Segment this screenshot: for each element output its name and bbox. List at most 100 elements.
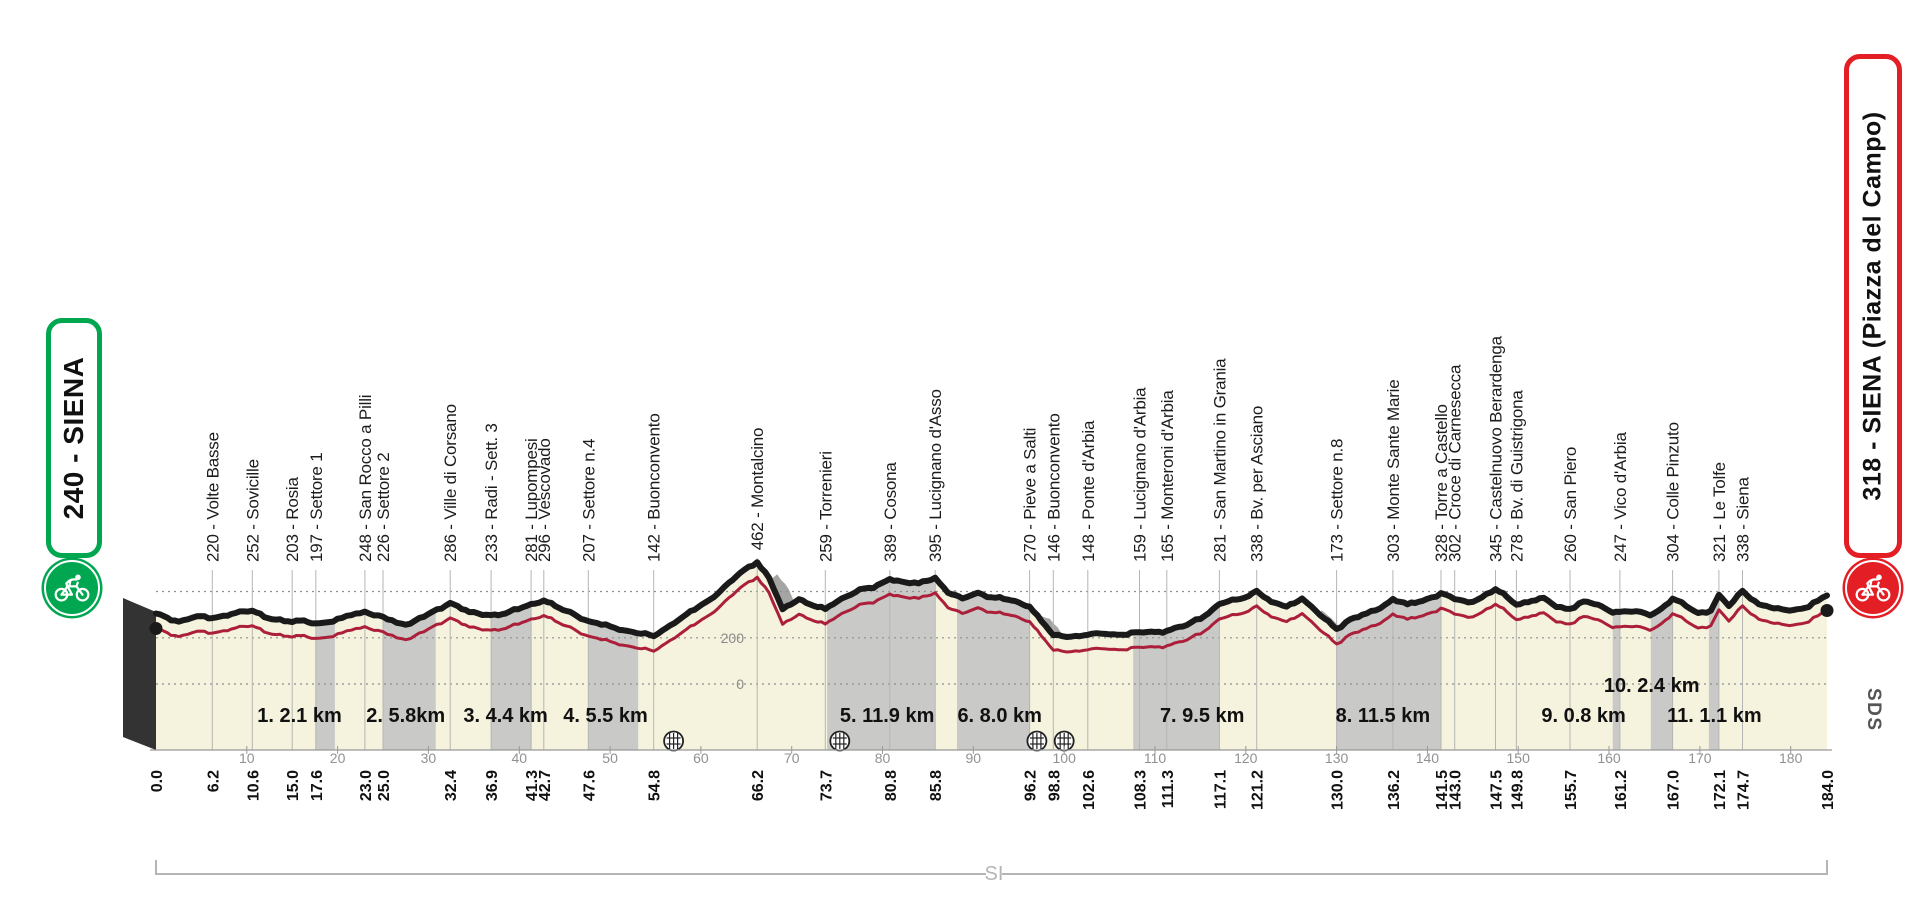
footer: SI SDS xyxy=(155,688,1884,885)
finish-dot xyxy=(1820,604,1834,617)
km-label: 98.8 xyxy=(1046,770,1063,801)
sector-band xyxy=(1708,562,1719,750)
waypoint-label: 165 - Monteroni d'Arbia xyxy=(1158,390,1177,562)
start-cyclist-badge xyxy=(44,560,100,616)
sector-label: 3. 4.4 km xyxy=(463,705,548,727)
axis-tick-label: 30 xyxy=(421,750,437,766)
course-bracket xyxy=(155,860,1828,875)
km-label: 32.4 xyxy=(443,770,460,801)
km-label: 167.0 xyxy=(1666,770,1683,810)
waypoint-label: 303 - Monte Sante Marie xyxy=(1384,380,1403,563)
waypoint-label: 389 - Cosona xyxy=(881,462,900,562)
axis-tick-label: 80 xyxy=(875,750,891,766)
waypoint-label: 278 - Bv. di Guistrigona xyxy=(1507,390,1526,562)
km-label: 155.7 xyxy=(1563,770,1580,810)
sector-label: 9. 0.8 km xyxy=(1541,705,1626,727)
waypoint-label: 247 - Vico d'Arbia xyxy=(1611,432,1630,562)
km-label: 161.2 xyxy=(1613,770,1630,810)
axis-tick-label: 150 xyxy=(1507,750,1531,766)
km-label: 96.2 xyxy=(1023,770,1040,801)
waypoint-label: 462 - Montalcino xyxy=(748,428,767,550)
axis-tick-label: 70 xyxy=(784,750,800,766)
sector-label: 1. 2.1 km xyxy=(257,705,342,727)
km-label: 25.0 xyxy=(376,770,393,801)
finish-badge: 318 - SIENA (Piazza del Campo) xyxy=(1844,54,1902,558)
km-label: 15.0 xyxy=(285,770,302,801)
waypoint-label: 286 - Ville di Corsano xyxy=(441,404,460,562)
finish-badge-label: 318 - SIENA (Piazza del Campo) xyxy=(1858,111,1887,501)
waypoint-label: 248 - San Rocco a Pilli xyxy=(356,395,375,562)
sector-label: 6. 8.0 km xyxy=(957,705,1042,727)
km-label: 184.0 xyxy=(1820,770,1837,810)
axis-tick-label: 100 xyxy=(1053,750,1077,766)
sector-label: 8. 11.5 km xyxy=(1336,705,1431,727)
waypoint-label: 270 - Pieve a Salti xyxy=(1021,428,1040,562)
sector-label: 7. 9.5 km xyxy=(1160,705,1245,727)
km-label: 141.5 xyxy=(1434,770,1451,810)
waypoint-label: 146 - Buonconvento xyxy=(1044,413,1063,562)
waypoint-label: 395 - Lucignano d'Asso xyxy=(926,389,945,562)
waypoint-label: 203 - Rosia xyxy=(283,477,302,562)
finish-cyclist-badge xyxy=(1845,560,1901,616)
waypoint-label: 173 - Settore n.8 xyxy=(1328,439,1347,562)
km-label: 136.2 xyxy=(1386,770,1403,810)
km-label: 172.1 xyxy=(1712,770,1729,810)
waypoint-label: 159 - Lucignano d'Arbia xyxy=(1131,387,1150,562)
axis-tick-label: 40 xyxy=(512,750,528,766)
waypoint-label: 296 - Vescovado xyxy=(535,438,554,562)
km-label: 80.8 xyxy=(883,770,900,801)
sector-label: 5. 11.9 km xyxy=(840,705,935,727)
km-label: 47.6 xyxy=(581,770,598,801)
gridlines: 0 200 xyxy=(156,590,1827,692)
waypoint-label: 142 - Buonconvento xyxy=(645,413,664,562)
x-axis: 10 20 30 40 50 60 70 80 90 100 110 120 130 140 150 160 1… xyxy=(149,746,1837,810)
start-badge-label: 240 - SIENA xyxy=(58,356,89,520)
start-dot xyxy=(149,622,163,635)
elevation-gridline-label: 200 xyxy=(721,630,745,646)
bracket-label: SI xyxy=(985,863,1004,885)
waypoint-label: 233 - Radi - Sett. 3 xyxy=(482,423,501,562)
waypoint-label: 281 - Lupompesi xyxy=(522,438,541,562)
level-crossings xyxy=(663,730,1075,752)
waypoint-label: 304 - Colle Pinzuto xyxy=(1664,422,1683,562)
waypoint-label: 338 - Bv. per Asciano xyxy=(1248,406,1267,562)
km-label: 117.1 xyxy=(1212,770,1229,809)
level-crossing-icon xyxy=(663,730,684,752)
sector-label: 10. 2.4 km xyxy=(1604,675,1700,697)
km-label: 111.3 xyxy=(1160,770,1177,808)
km-label: 121.2 xyxy=(1250,770,1267,810)
elevation-gridline-label: 0 xyxy=(736,676,744,692)
cyclist-icon xyxy=(54,574,90,602)
waypoint-label: 321 - Le Tolfe xyxy=(1710,462,1729,562)
axis-tick-label: 120 xyxy=(1234,750,1258,766)
km-label: 23.0 xyxy=(358,770,375,801)
sector-labels: 1. 2.1 km 2. 5.8km 3. 4.4 km 4. 5.5 km 5. 11… xyxy=(257,675,1761,727)
km-label: 17.6 xyxy=(309,770,326,801)
km-label: 36.9 xyxy=(484,770,501,801)
axis-tick-label: 180 xyxy=(1779,750,1803,766)
waypoint-label: 197 - Settore 1 xyxy=(307,453,326,562)
axis-tick-label: 90 xyxy=(966,750,982,766)
axis-tick-label: 170 xyxy=(1688,750,1712,766)
waypoint-label: 328 - Torre a Castello xyxy=(1432,404,1451,562)
waypoint-labels: 220 - Volte Basse 252 - Sovicille 203 - Ro… xyxy=(203,335,1752,562)
sector-label: 2. 5.8km xyxy=(366,705,445,727)
waypoint-label: 260 - San Piero xyxy=(1561,447,1580,562)
skyline-line xyxy=(153,559,1830,640)
axis-tick-label: 20 xyxy=(330,750,346,766)
axis-tick-label: 130 xyxy=(1325,750,1349,766)
start-badge: 240 - SIENA xyxy=(46,318,102,558)
sector-label: 11. 1.1 km xyxy=(1667,705,1762,727)
axis-tick-label: 140 xyxy=(1416,750,1440,766)
waypoint-label: 220 - Volte Basse xyxy=(203,432,222,562)
km-label: 108.3 xyxy=(1133,770,1150,810)
km-label: 6.2 xyxy=(205,770,222,792)
km-label: 73.7 xyxy=(818,770,835,801)
waypoint-label: 281 - San Martino in Grania xyxy=(1210,358,1229,562)
axis-tick-label: 50 xyxy=(602,750,618,766)
waypoint-label: 148 - Ponte d'Arbia xyxy=(1079,420,1098,562)
km-label: 149.8 xyxy=(1509,770,1526,810)
km-label: 10.6 xyxy=(245,770,262,801)
start-slab xyxy=(123,598,156,750)
